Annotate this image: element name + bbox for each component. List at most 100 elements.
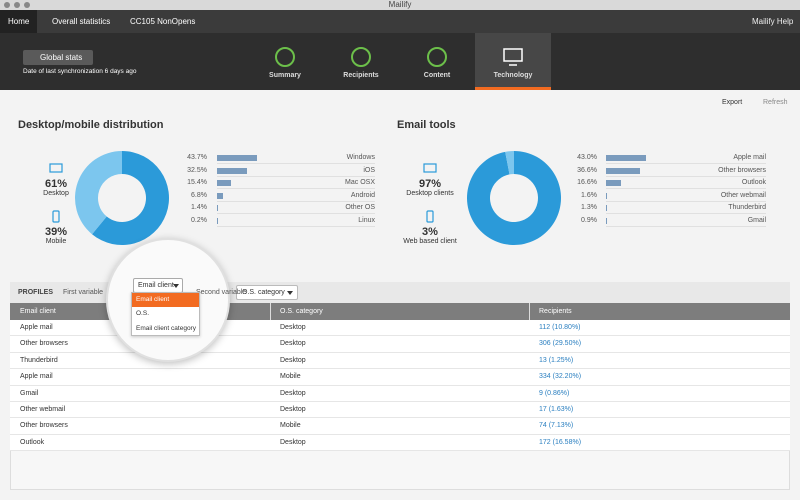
donut-percent: 39% — [44, 226, 68, 238]
donut-chart — [75, 151, 170, 245]
bar-percent: 43.7% — [187, 154, 207, 161]
refresh-button[interactable]: Refresh — [763, 99, 788, 106]
table-cell[interactable]: 334 (32.20%) — [539, 373, 582, 381]
bar-name: Other webmail — [720, 191, 766, 199]
bar-percent: 0.9% — [581, 217, 597, 224]
tab[interactable]: Recipients — [323, 33, 399, 90]
sync-info: Date of last synchronization 6 days ago — [23, 68, 137, 75]
donut-segment — [75, 151, 122, 235]
icon-shape — [427, 47, 447, 67]
table-row — [10, 385, 790, 402]
table-cell: Desktop — [280, 438, 306, 446]
breadcrumb[interactable]: CC105 NonOpens — [130, 17, 196, 26]
table-row — [10, 418, 790, 435]
donut-segment — [505, 151, 514, 175]
donut-percent: 61% — [44, 178, 68, 190]
table-cell[interactable]: 13 (1.25%) — [539, 356, 574, 364]
table-row — [10, 402, 790, 419]
icon-shape — [503, 48, 523, 62]
bar — [606, 192, 608, 199]
bar-percent: 16.6% — [577, 179, 597, 187]
back-button-label[interactable]: Global stats — [40, 53, 83, 62]
table-cell: Desktop — [280, 389, 306, 397]
table-cell: Thunderbird — [20, 356, 58, 364]
breadcrumb[interactable]: Overall statistics — [52, 17, 111, 26]
bar-percent: 1.4% — [191, 204, 207, 212]
table-cell: Desktop — [280, 324, 306, 331]
select[interactable]: O.S. category — [236, 285, 298, 300]
table-cell: Gmail — [20, 389, 39, 397]
select-value: O.S. category — [242, 289, 285, 296]
tab[interactable]: Content — [399, 33, 475, 90]
donut-segment — [467, 151, 561, 245]
bar-track — [606, 188, 766, 190]
table-cell[interactable]: 112 (10.80%) — [539, 324, 581, 331]
window-controls[interactable] — [0, 0, 40, 10]
table-cell: Desktop — [280, 340, 306, 348]
bar-name: Gmail — [747, 217, 766, 224]
dropdown-option[interactable]: O.S. — [136, 310, 150, 318]
bar-track — [606, 213, 766, 215]
bar-percent: 43.0% — [577, 154, 597, 161]
table-cell: Outlook — [20, 438, 45, 446]
bar-track — [606, 163, 766, 164]
dropdown-option[interactable]: Email client category — [136, 324, 196, 332]
table-cell[interactable]: 306 (29.50%) — [539, 340, 582, 348]
title-bar: Mailify — [0, 0, 800, 10]
tab-label: Content — [423, 72, 451, 79]
user-menu[interactable]: Mailify Help — [752, 17, 794, 26]
table-cell: Other webmail — [20, 406, 66, 413]
bar — [217, 167, 247, 174]
select-arrow — [173, 284, 179, 288]
back-button[interactable] — [23, 50, 93, 65]
bar-track — [217, 188, 375, 190]
header — [0, 33, 800, 90]
bar-name: iOS — [363, 166, 375, 174]
bar — [606, 167, 640, 174]
bar-name: Apple mail — [733, 154, 766, 161]
column-header: Email client — [20, 308, 56, 315]
bar-percent: 1.6% — [581, 191, 597, 199]
bar-name: Android — [350, 191, 375, 199]
donut-segment — [92, 151, 170, 245]
bar-percent: 32.5% — [187, 166, 207, 174]
device-icon — [426, 210, 434, 223]
select-value: Email client — [138, 282, 174, 289]
bar — [217, 180, 232, 187]
profiles-title: PROFILES — [18, 289, 54, 296]
tab[interactable]: Technology — [475, 33, 551, 90]
icon-shape — [275, 47, 295, 67]
dropdown-option[interactable]: Email client — [132, 293, 199, 307]
select[interactable]: Email client — [133, 278, 183, 293]
device-icon — [423, 163, 437, 173]
section-title: Desktop/mobile distribution — [18, 119, 164, 131]
bar — [217, 205, 219, 212]
export-button[interactable]: Export — [722, 99, 743, 106]
bar-percent: 15.4% — [187, 179, 207, 187]
bar-track — [606, 175, 766, 177]
table-cell: Mobile — [280, 373, 301, 381]
donut-chart — [467, 151, 561, 245]
bar-name: Windows — [346, 154, 375, 161]
bar — [217, 155, 258, 161]
device-icon — [52, 210, 60, 223]
donut-label: Web based client — [403, 238, 457, 245]
icon-shape — [426, 210, 434, 223]
window-title: Mailify — [388, 0, 412, 9]
table-cell[interactable]: 17 (1.63%) — [539, 406, 574, 413]
table-cell[interactable]: 9 (0.86%) — [539, 389, 570, 397]
donut-percent: 3% — [422, 226, 438, 238]
bar-track — [606, 200, 766, 202]
table-cell[interactable]: 74 (7.13%) — [539, 422, 574, 430]
donut-label: Desktop — [43, 190, 69, 197]
breadcrumb[interactable]: Home — [0, 10, 38, 33]
table-cell[interactable]: 172 (16.58%) — [539, 438, 582, 446]
icon-shape — [52, 210, 60, 223]
column-header: Recipients — [539, 308, 572, 315]
tab-icon — [427, 47, 447, 67]
icon-shape — [49, 163, 63, 173]
bar-name: Thunderbird — [728, 204, 766, 212]
donut-percent: 97% — [418, 178, 442, 190]
tab[interactable]: Summary — [247, 33, 323, 90]
